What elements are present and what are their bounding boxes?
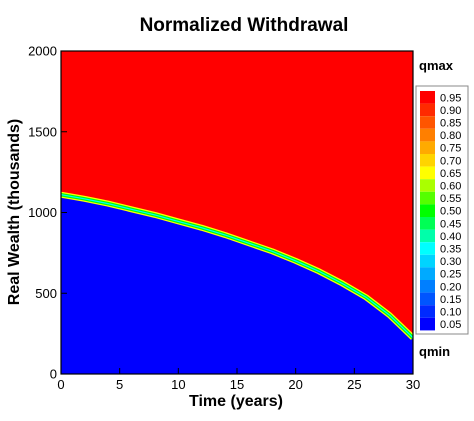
colorbar-swatch bbox=[420, 154, 435, 167]
boundary-band-cyan bbox=[61, 194, 413, 339]
x-tick-label: 10 bbox=[171, 377, 185, 392]
qmin-region bbox=[61, 194, 413, 374]
colorbar-swatch bbox=[420, 141, 435, 154]
colorbar-swatch bbox=[420, 254, 435, 268]
colorbar-level-label: 0.20 bbox=[440, 281, 461, 293]
x-tick-label: 30 bbox=[406, 377, 420, 392]
colorbar-swatch bbox=[420, 217, 435, 230]
colorbar-level-label: 0.30 bbox=[440, 256, 461, 268]
plot-area bbox=[60, 50, 414, 375]
colorbar-swatch bbox=[420, 103, 435, 117]
colorbar-level-label: 0.25 bbox=[440, 269, 461, 281]
colorbar-swatch bbox=[420, 292, 435, 306]
x-tick-label: 20 bbox=[288, 377, 302, 392]
colorbar-swatch bbox=[420, 116, 435, 129]
colorbar-level-label: 0.10 bbox=[440, 307, 461, 319]
colorbar-level-label: 0.45 bbox=[440, 218, 461, 230]
colorbar-swatch bbox=[420, 179, 435, 192]
x-tick-label: 5 bbox=[116, 377, 123, 392]
colorbar-level-label: 0.05 bbox=[440, 319, 461, 331]
colorbar-level-label: 0.15 bbox=[440, 294, 461, 306]
y-tick-label: 500 bbox=[35, 286, 57, 301]
colorbar-swatch bbox=[420, 305, 435, 318]
x-tick-label: 25 bbox=[347, 377, 361, 392]
colorbar-level-label: 0.85 bbox=[440, 118, 461, 130]
y-axis: 0 500 1000 1500 2000 bbox=[28, 44, 67, 382]
colorbar-level-label: 0.90 bbox=[440, 105, 461, 117]
colorbar-level-label: 0.60 bbox=[440, 181, 461, 193]
x-tick-label: 0 bbox=[57, 377, 64, 392]
colorbar-level-label: 0.50 bbox=[440, 206, 461, 218]
colorbar-level-label: 0.80 bbox=[440, 130, 461, 142]
y-tick-label: 2000 bbox=[28, 44, 57, 59]
colorbar-level-label: 0.75 bbox=[440, 143, 461, 155]
colorbar-swatch bbox=[420, 229, 435, 243]
colorbar-swatch bbox=[420, 267, 435, 280]
colorbar-level-label: 0.70 bbox=[440, 155, 461, 167]
x-axis: 0 5 10 15 20 25 30 bbox=[57, 368, 420, 392]
x-tick-label: 15 bbox=[230, 377, 244, 392]
colorbar-swatch bbox=[420, 317, 435, 331]
colorbar-level-label: 0.55 bbox=[440, 193, 461, 205]
colorbar-swatch bbox=[420, 191, 435, 205]
colorbar-level-label: 0.40 bbox=[440, 231, 461, 243]
colorbar-top-label: qmax bbox=[419, 58, 454, 73]
colorbar-swatch bbox=[420, 280, 435, 293]
colorbar-swatch bbox=[420, 91, 435, 104]
colorbar-level-label: 0.35 bbox=[440, 244, 461, 256]
chart-title: Normalized Withdrawal bbox=[140, 15, 349, 36]
colorbar-level-label: 0.95 bbox=[440, 92, 461, 104]
colorbar-swatch bbox=[420, 166, 435, 180]
y-tick-label: 1500 bbox=[28, 124, 57, 139]
colorbar-legend: qmax 0.950.900.850.800.750.700.650.600.5… bbox=[415, 58, 469, 359]
y-tick-label: 1000 bbox=[28, 205, 57, 220]
y-axis-label: Real Wealth (thousands) bbox=[6, 119, 23, 305]
colorbar-swatch bbox=[420, 128, 435, 142]
colorbar-swatch bbox=[420, 242, 435, 255]
colorbar-level-label: 0.65 bbox=[440, 168, 461, 180]
y-tick-label: 0 bbox=[50, 367, 57, 382]
colorbar-bottom-label: qmin bbox=[419, 344, 450, 359]
colorbar-swatch bbox=[420, 204, 435, 217]
x-axis-label: Time (years) bbox=[189, 393, 283, 410]
